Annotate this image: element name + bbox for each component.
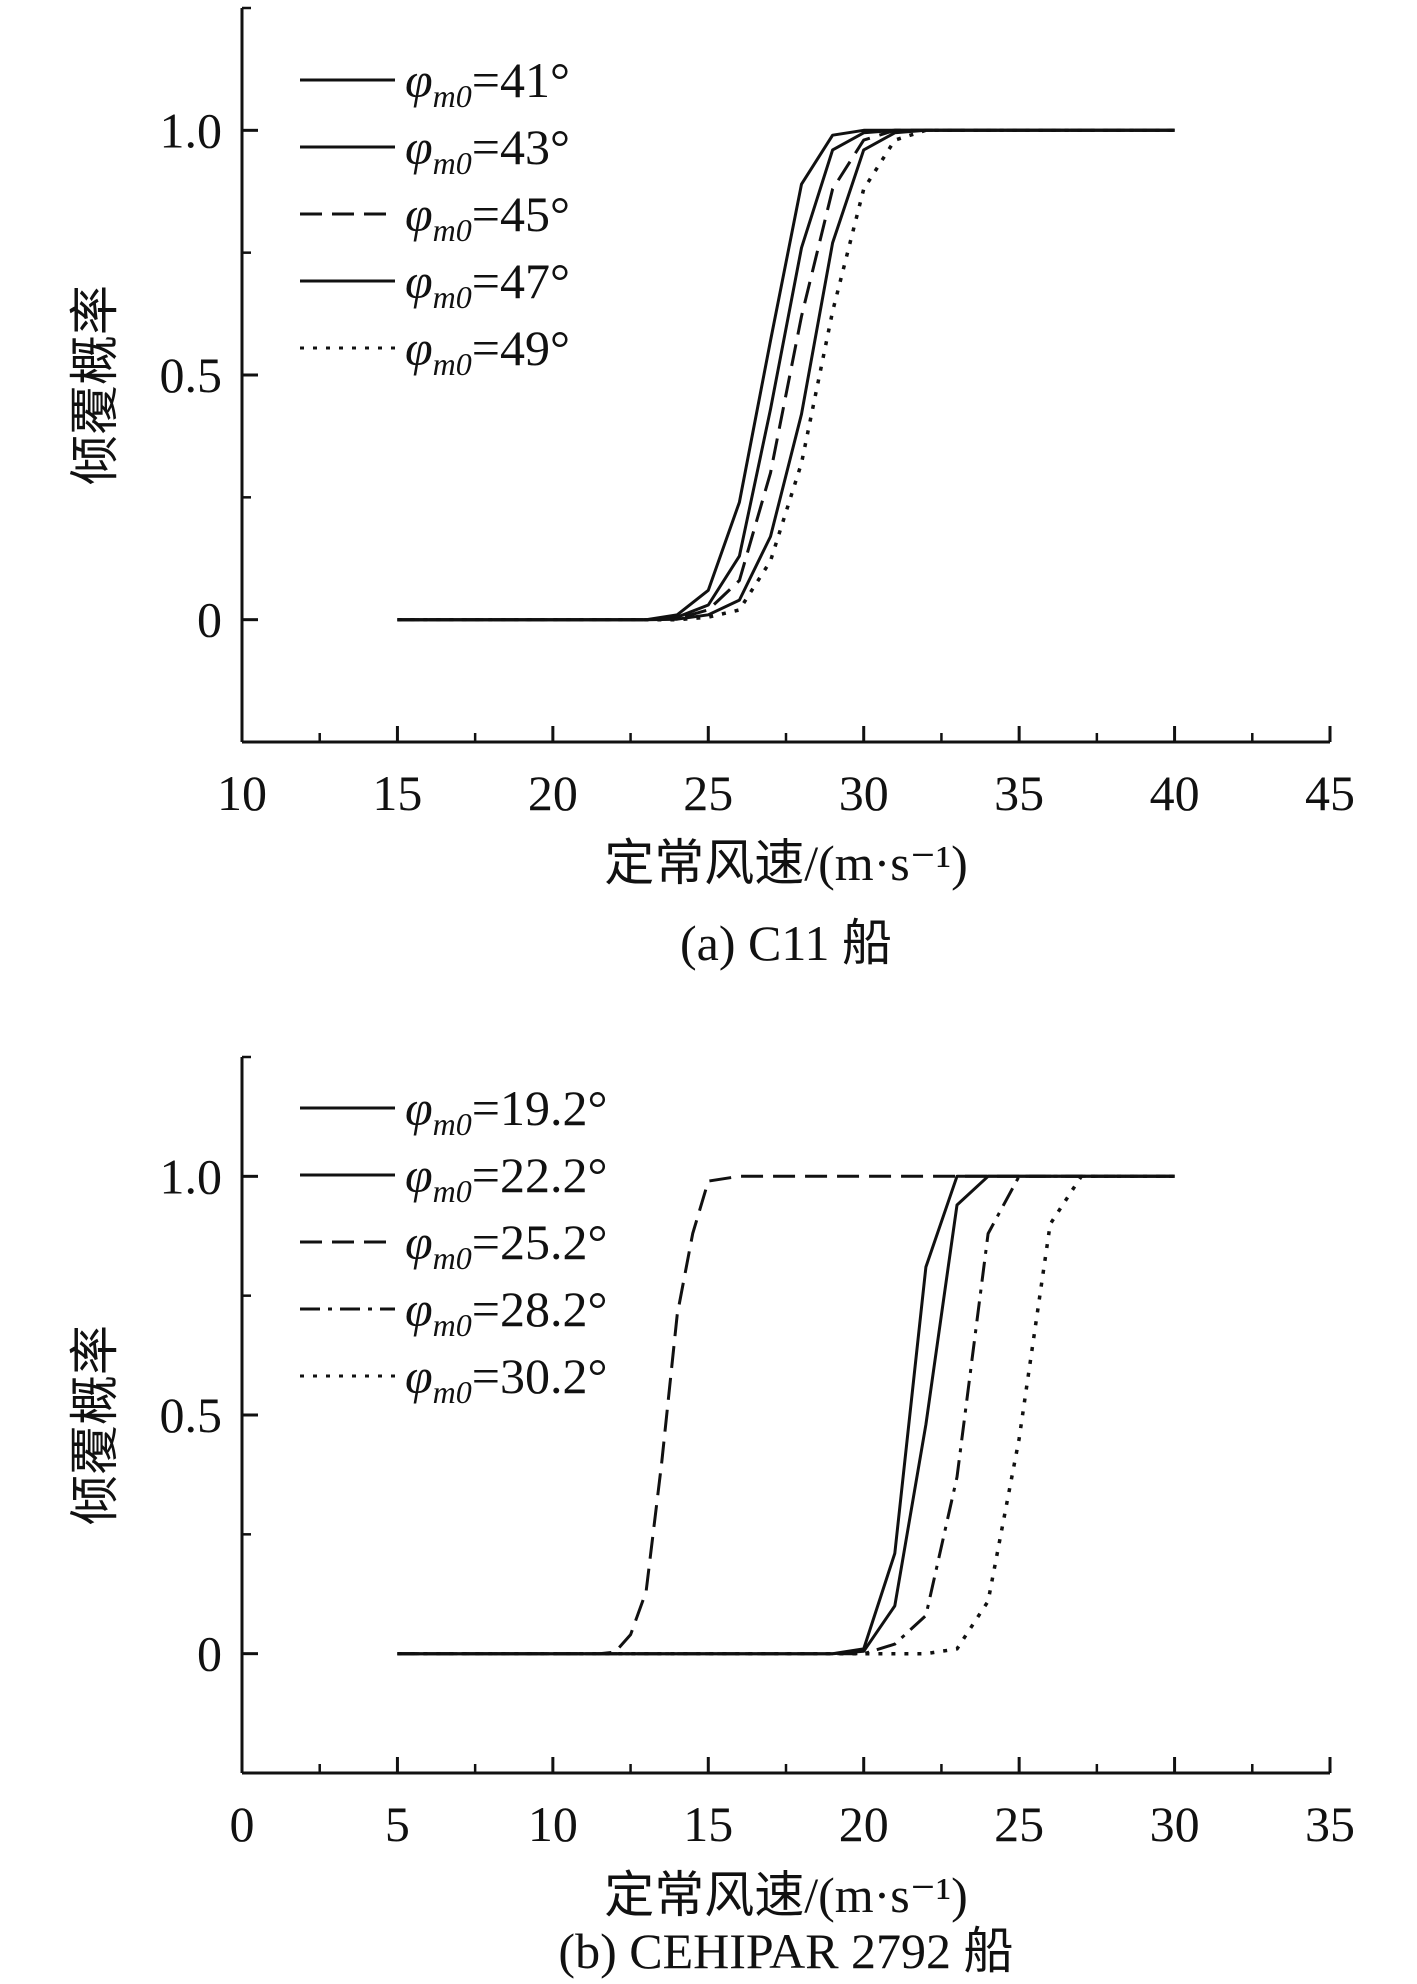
x-tick-label: 25 — [683, 765, 733, 821]
x-tick-label: 35 — [994, 765, 1044, 821]
y-tick-label: 0 — [197, 1626, 222, 1682]
x-tick-label: 10 — [217, 765, 267, 821]
y-tick-label: 0.5 — [160, 1387, 223, 1443]
y-tick-label: 1.0 — [160, 102, 223, 158]
chart-b: 0 5 10 15 20 25 30 35 0 0.5 1.0 定常风速/(m·s⁻¹) 倾覆概率 (b)… — [67, 1055, 1355, 1979]
chart-caption: (a) C11 船 — [680, 915, 892, 971]
series-line-4 — [397, 128, 1175, 622]
x-axis-title: 定常风速/(m·s⁻¹) — [604, 1867, 968, 1923]
y-tick-label: 0.5 — [160, 347, 223, 403]
y-axis-title: 倾覆概率 — [67, 1325, 123, 1525]
x-tick-label: 0 — [230, 1796, 255, 1852]
legend-label-2: φm0=43° — [405, 119, 570, 181]
x-tick-label: 35 — [1305, 1796, 1355, 1852]
x-axis-title: 定常风速/(m·s⁻¹) — [604, 835, 968, 891]
chart-caption: (b) CEHIPAR 2792 船 — [558, 1923, 1013, 1979]
legend-label-3: φm0=25.2° — [405, 1214, 607, 1276]
y-tick-label: 0 — [197, 592, 222, 648]
y-axis-title: 倾覆概率 — [67, 285, 123, 485]
x-tick-label: 5 — [385, 1796, 410, 1852]
x-tick-label: 30 — [839, 765, 889, 821]
chart-a: 10 15 20 25 30 35 40 45 0 0.5 1.0 定常风速/(m·s⁻¹) 倾覆概率 (… — [67, 6, 1355, 971]
legend-label-5: φm0=49° — [405, 320, 570, 382]
legend-label-4: φm0=47° — [405, 253, 570, 315]
legend-label-5: φm0=30.2° — [405, 1348, 607, 1410]
legend-label-1: φm0=41° — [405, 52, 570, 114]
legend: φm0=41°φm0=43°φm0=45°φm0=47°φm0=49° — [300, 52, 570, 382]
y-tick-label: 1.0 — [160, 1148, 223, 1204]
x-tick-label: 15 — [683, 1796, 733, 1852]
legend-label-4: φm0=28.2° — [405, 1281, 607, 1343]
x-tick-label: 15 — [372, 765, 422, 821]
x-tick-label: 10 — [528, 1796, 578, 1852]
series-line-4 — [397, 1174, 1175, 1656]
x-tick-label: 25 — [994, 1796, 1044, 1852]
x-tick-label: 45 — [1305, 765, 1355, 821]
legend-label-3: φm0=45° — [405, 186, 570, 248]
legend-label-1: φm0=19.2° — [405, 1080, 607, 1142]
legend-label-2: φm0=22.2° — [405, 1147, 607, 1209]
x-tick-label: 20 — [528, 765, 578, 821]
legend: φm0=19.2°φm0=22.2°φm0=25.2°φm0=28.2°φm0=… — [300, 1080, 607, 1410]
series-line-5 — [397, 1174, 1175, 1656]
x-tick-label: 30 — [1150, 1796, 1200, 1852]
x-tick-label: 20 — [839, 1796, 889, 1852]
x-tick-label: 40 — [1150, 765, 1200, 821]
